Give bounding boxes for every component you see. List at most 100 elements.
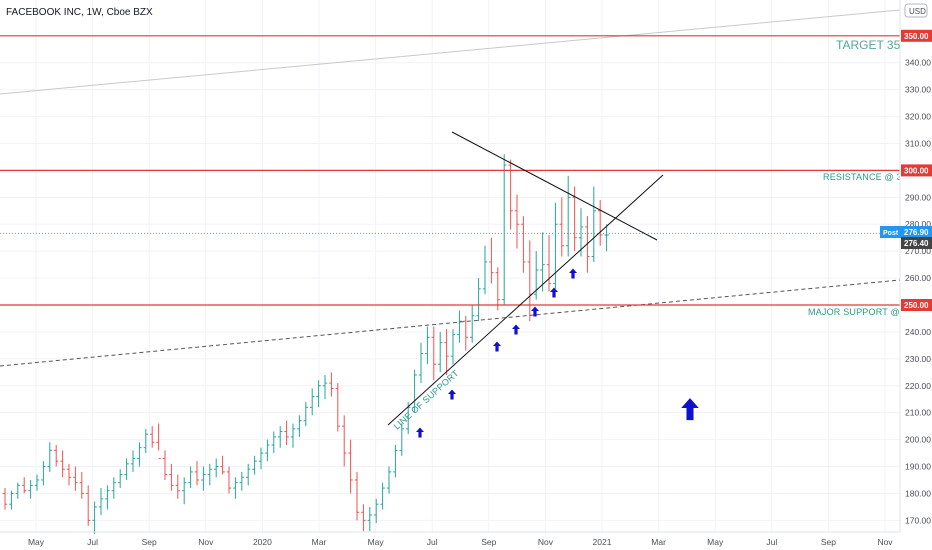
ohlc-bar <box>335 383 340 432</box>
ohlc-bar <box>73 466 78 491</box>
up-arrow-icon <box>493 341 501 352</box>
y-tick-label: 190.00 <box>905 462 931 472</box>
ohlc-bar <box>386 466 392 494</box>
ohlc-bar <box>418 342 424 384</box>
x-tick-label: May <box>28 537 45 547</box>
ohlc-bar <box>150 426 155 448</box>
y-tick-label: 230.00 <box>905 354 931 364</box>
level-price-tag: 250.00 <box>901 299 932 311</box>
ohlc-bar <box>438 331 443 373</box>
y-tick-label: 290.00 <box>905 192 931 202</box>
up-arrow-icon <box>416 427 424 438</box>
ohlc-series <box>2 154 609 534</box>
svg-text:250.00: 250.00 <box>904 301 929 310</box>
ohlc-bar <box>367 506 372 532</box>
x-tick-label: Jul <box>427 537 438 547</box>
ohlc-bar <box>111 477 116 499</box>
ohlc-bar <box>162 450 168 480</box>
ohlc-bar <box>252 455 257 475</box>
ohlc-bar <box>527 240 532 322</box>
y-tick-label: 240.00 <box>905 327 931 337</box>
x-tick-label: Nov <box>538 537 554 547</box>
ohlc-bar <box>303 401 308 427</box>
ohlc-bar <box>182 477 187 505</box>
ohlc-bar <box>156 423 161 459</box>
ohlc-bar <box>34 474 40 491</box>
ohlc-bar <box>284 420 289 445</box>
ohlc-bar <box>591 186 596 262</box>
ohlc-bar <box>572 186 577 252</box>
ohlc-bar <box>444 329 449 375</box>
ohlc-bar <box>604 224 609 252</box>
x-tick-label: Sep <box>481 537 496 547</box>
ohlc-bar <box>201 466 206 491</box>
ohlc-bar <box>553 202 558 289</box>
ohlc-bar <box>214 458 219 478</box>
svg-text:Post: Post <box>883 230 899 237</box>
level-price-tag: 300.00 <box>901 164 932 177</box>
x-tick-label: Sep <box>142 537 157 547</box>
ohlc-bar <box>92 501 97 534</box>
ohlc-bar <box>521 216 526 273</box>
up-arrow-icon <box>448 389 456 400</box>
ohlc-bar <box>169 463 174 491</box>
svg-text:276.90: 276.90 <box>904 228 929 237</box>
up-arrow-icon <box>512 324 520 335</box>
ohlc-bar <box>534 251 539 300</box>
ohlc-bar <box>348 439 353 494</box>
ohlc-bar <box>322 374 328 400</box>
target-annotation: TARGET 350 <box>836 38 907 52</box>
ohlc-bar <box>41 461 46 486</box>
ohlc-bar <box>489 237 494 284</box>
line-of-support <box>387 174 664 426</box>
up-arrow-icon <box>550 287 558 298</box>
ohlc-bar <box>60 450 65 478</box>
ohlc-bar <box>425 326 430 365</box>
target-trendline <box>0 9 901 95</box>
last-price-tag: 276.90 <box>901 226 932 238</box>
ohlc-bar <box>508 159 513 230</box>
y-tick-label: 210.00 <box>905 408 931 418</box>
resistance-annotation: RESISTANCE @ 300 <box>823 172 912 182</box>
grid <box>0 0 900 532</box>
y-tick-label: 310.00 <box>905 138 931 148</box>
ohlc-bar <box>598 200 603 246</box>
price-axis[interactable]: 170.00 180.00 190.00 200.00 210.00 220.00 230.… <box>899 0 932 550</box>
svg-text:350.00: 350.00 <box>904 32 929 41</box>
ohlc-bar <box>329 372 334 397</box>
ohlc-bar <box>220 455 225 475</box>
ohlc-bar <box>399 423 404 456</box>
ohlc-bar <box>310 388 315 416</box>
drawings-layer <box>0 9 901 426</box>
ohlc-bar <box>9 490 14 510</box>
ohlc-bar <box>316 380 321 408</box>
ohlc-bar <box>290 423 296 448</box>
time-axis[interactable]: May Jul Sep Nov 2020 Mar May Jul Sep Nov 2021 Mar Ma… <box>0 531 900 547</box>
major-support-dashed-trendline <box>0 279 901 367</box>
ohlc-bar <box>15 482 20 499</box>
ohlc-bar <box>374 498 379 524</box>
ohlc-bar <box>130 450 136 472</box>
up-arrow-icon <box>681 398 699 421</box>
ohlc-bar <box>66 463 72 486</box>
ohlc-bar <box>354 471 360 521</box>
ohlc-bar <box>463 315 468 351</box>
currency-button[interactable]: USD <box>904 3 928 18</box>
y-tick-label: 270.00 <box>905 246 931 256</box>
x-tick-label: Mar <box>651 537 666 547</box>
close-price-tag: 276.40 <box>901 237 932 249</box>
ohlc-bar <box>495 267 500 311</box>
ohlc-bar <box>585 216 590 273</box>
y-tick-label: 220.00 <box>905 381 931 391</box>
ohlc-bar <box>98 488 104 515</box>
ohlc-bar <box>79 471 84 499</box>
x-tick-label: Nov <box>877 537 893 547</box>
ohlc-bar <box>105 485 110 510</box>
ohlc-bar <box>233 477 238 499</box>
ohlc-bar <box>239 471 244 491</box>
ohlc-bar <box>265 439 270 462</box>
x-tick-label: Mar <box>312 537 327 547</box>
svg-text:276.40: 276.40 <box>904 239 929 248</box>
y-tick-label: 280.00 <box>905 219 931 229</box>
